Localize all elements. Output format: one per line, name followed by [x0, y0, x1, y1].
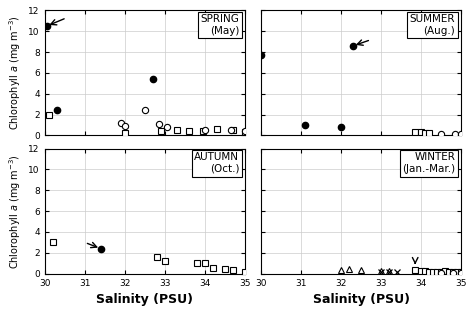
Text: SUMMER
(Aug.): SUMMER (Aug.): [410, 14, 456, 36]
Y-axis label: Chlorophyll $a$ (mg m$^{-3}$): Chlorophyll $a$ (mg m$^{-3}$): [7, 16, 23, 131]
Text: WINTER
(Jan.-Mar.): WINTER (Jan.-Mar.): [402, 152, 456, 174]
Y-axis label: Chlorophyll $a$ (mg m$^{-3}$): Chlorophyll $a$ (mg m$^{-3}$): [7, 154, 23, 269]
X-axis label: Salinity (PSU): Salinity (PSU): [96, 293, 193, 306]
Text: SPRING
(May): SPRING (May): [200, 14, 239, 36]
Text: AUTUMN
(Oct.): AUTUMN (Oct.): [194, 152, 239, 174]
X-axis label: Salinity (PSU): Salinity (PSU): [312, 293, 410, 306]
